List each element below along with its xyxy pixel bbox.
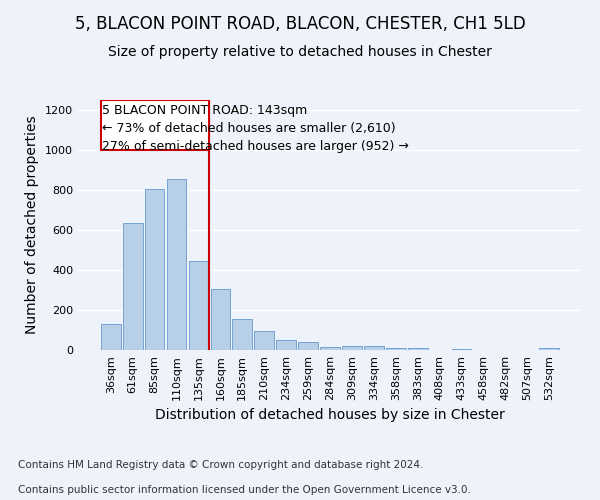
Bar	[232, 319, 252, 350]
Text: Contains HM Land Registry data © Crown copyright and database right 2024.: Contains HM Land Registry data © Crown c…	[18, 460, 424, 470]
Bar	[452, 349, 472, 350]
Bar	[123, 223, 143, 350]
Bar	[254, 331, 274, 350]
Text: 5, BLACON POINT ROAD, BLACON, CHESTER, CH1 5LD: 5, BLACON POINT ROAD, BLACON, CHESTER, C…	[74, 15, 526, 33]
Bar	[320, 347, 340, 350]
Text: 5 BLACON POINT ROAD: 143sqm
← 73% of detached houses are smaller (2,610)
27% of : 5 BLACON POINT ROAD: 143sqm ← 73% of det…	[102, 104, 409, 154]
Bar	[101, 324, 121, 350]
Bar	[364, 346, 384, 350]
Bar	[408, 348, 428, 350]
Y-axis label: Number of detached properties: Number of detached properties	[25, 116, 40, 334]
Bar	[386, 348, 406, 350]
Bar	[145, 189, 164, 350]
Bar	[188, 261, 208, 350]
Text: Contains public sector information licensed under the Open Government Licence v3: Contains public sector information licen…	[18, 485, 471, 495]
Bar	[211, 289, 230, 350]
Bar	[539, 348, 559, 350]
X-axis label: Distribution of detached houses by size in Chester: Distribution of detached houses by size …	[155, 408, 505, 422]
Text: Size of property relative to detached houses in Chester: Size of property relative to detached ho…	[108, 45, 492, 59]
Bar	[298, 342, 318, 350]
Bar	[276, 340, 296, 350]
Bar	[342, 346, 362, 350]
FancyBboxPatch shape	[101, 100, 209, 150]
Bar	[167, 179, 187, 350]
